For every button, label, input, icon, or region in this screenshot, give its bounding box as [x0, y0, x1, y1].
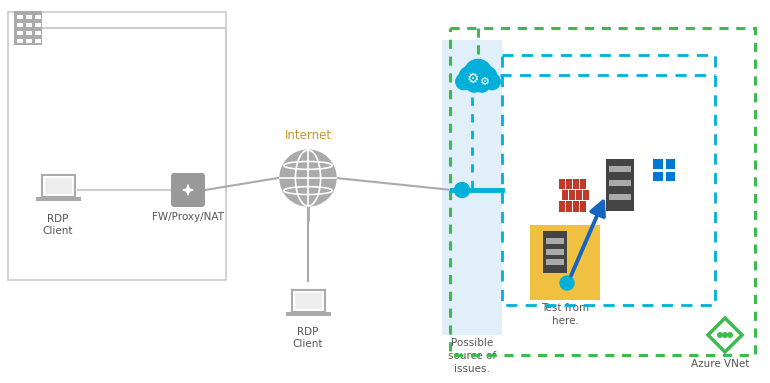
FancyBboxPatch shape	[609, 166, 631, 172]
FancyBboxPatch shape	[26, 23, 32, 27]
FancyBboxPatch shape	[35, 31, 41, 35]
FancyBboxPatch shape	[609, 194, 631, 200]
Text: Internet: Internet	[284, 129, 332, 142]
Circle shape	[560, 276, 574, 290]
FancyBboxPatch shape	[573, 201, 578, 211]
FancyBboxPatch shape	[546, 259, 564, 265]
FancyBboxPatch shape	[17, 31, 23, 35]
FancyBboxPatch shape	[573, 178, 578, 189]
Circle shape	[454, 183, 470, 198]
FancyBboxPatch shape	[558, 201, 564, 211]
Text: Possible
source of
issues.: Possible source of issues.	[448, 338, 496, 373]
FancyBboxPatch shape	[653, 159, 662, 169]
Text: RDP
Client: RDP Client	[293, 327, 323, 349]
FancyBboxPatch shape	[665, 172, 675, 181]
FancyBboxPatch shape	[580, 201, 585, 211]
FancyBboxPatch shape	[17, 39, 23, 43]
FancyBboxPatch shape	[26, 15, 32, 19]
FancyBboxPatch shape	[26, 39, 32, 43]
FancyBboxPatch shape	[286, 312, 330, 316]
Text: FW/Proxy/NAT: FW/Proxy/NAT	[152, 212, 224, 222]
FancyBboxPatch shape	[35, 196, 81, 200]
Text: RDP
Client: RDP Client	[43, 214, 73, 236]
FancyBboxPatch shape	[35, 39, 41, 43]
FancyBboxPatch shape	[171, 173, 205, 207]
Circle shape	[280, 150, 336, 206]
FancyBboxPatch shape	[606, 159, 634, 211]
Circle shape	[456, 74, 472, 90]
FancyBboxPatch shape	[565, 178, 571, 189]
FancyBboxPatch shape	[35, 23, 41, 27]
FancyBboxPatch shape	[576, 190, 582, 200]
FancyBboxPatch shape	[580, 178, 585, 189]
Circle shape	[466, 75, 483, 92]
FancyBboxPatch shape	[530, 225, 600, 300]
Circle shape	[723, 333, 728, 337]
FancyBboxPatch shape	[565, 201, 571, 211]
FancyBboxPatch shape	[17, 23, 23, 27]
FancyBboxPatch shape	[558, 178, 564, 189]
FancyBboxPatch shape	[292, 290, 324, 312]
Text: Azure VNet: Azure VNet	[691, 359, 749, 369]
FancyBboxPatch shape	[35, 15, 41, 19]
Circle shape	[474, 75, 490, 92]
FancyBboxPatch shape	[653, 172, 662, 181]
Circle shape	[476, 66, 497, 87]
FancyBboxPatch shape	[569, 190, 575, 200]
FancyBboxPatch shape	[294, 293, 322, 309]
Circle shape	[459, 66, 480, 87]
Text: ⚙: ⚙	[467, 72, 479, 86]
FancyBboxPatch shape	[45, 178, 72, 193]
Circle shape	[464, 59, 492, 87]
Circle shape	[718, 333, 722, 337]
Circle shape	[728, 333, 732, 337]
FancyBboxPatch shape	[42, 175, 75, 196]
FancyBboxPatch shape	[546, 249, 564, 255]
FancyBboxPatch shape	[583, 190, 589, 200]
FancyBboxPatch shape	[546, 238, 564, 244]
FancyBboxPatch shape	[442, 40, 502, 335]
Text: Test from
here.: Test from here.	[541, 303, 589, 326]
FancyBboxPatch shape	[14, 11, 42, 45]
FancyBboxPatch shape	[609, 180, 631, 186]
FancyBboxPatch shape	[562, 190, 568, 200]
Text: ⚙: ⚙	[480, 77, 490, 87]
FancyBboxPatch shape	[26, 31, 32, 35]
FancyBboxPatch shape	[543, 231, 567, 273]
FancyBboxPatch shape	[17, 15, 23, 19]
Circle shape	[484, 74, 500, 90]
FancyBboxPatch shape	[665, 159, 675, 169]
